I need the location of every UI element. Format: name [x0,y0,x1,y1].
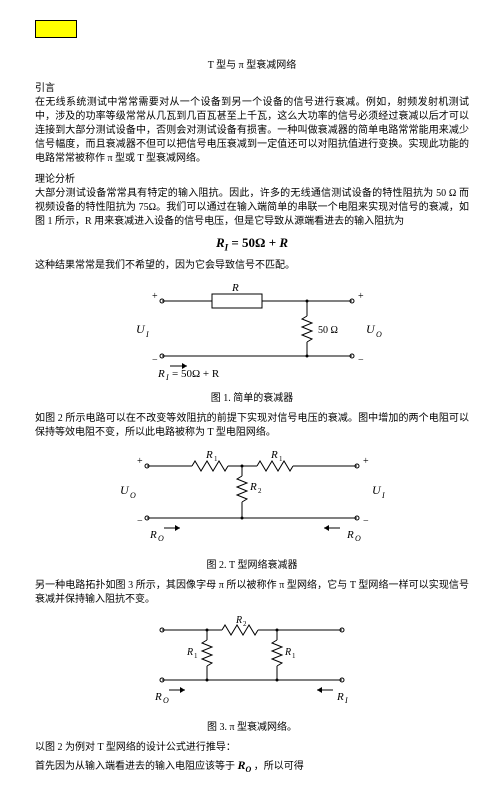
svg-text:O: O [158,534,164,543]
figure-3: R 2 R 1 R 1 R O R I [35,615,469,710]
svg-text:R: R [154,691,162,703]
svg-text:R: R [186,647,193,658]
design-intro: 以图 2 为例对 T 型网络的设计公式进行推导： [35,741,469,755]
svg-text:−: − [137,516,143,527]
svg-text:+: + [137,456,143,467]
svg-text:= 50Ω + R: = 50Ω + R [172,368,220,380]
svg-text:I: I [145,330,149,339]
svg-text:R: R [284,647,291,658]
figure-3-caption: 图 3. π 型衰减网络。 [35,718,469,733]
svg-text:+: + [358,291,364,302]
svg-text:−: − [358,355,364,366]
figure-2-caption: 图 2. T 型网络衰减器 [35,556,469,571]
svg-text:+: + [152,291,158,302]
svg-text:R: R [149,529,157,541]
svg-text:U: U [136,322,146,336]
intro-paragraph: 在无线系统测试中常常需要对从一个设备到另一个设备的信号进行衰减。例如，射频发射机… [35,96,469,166]
svg-text:R: R [249,481,257,493]
highlight-box [35,20,77,38]
figure-2: + − + − R 1 R 1 R 2 U O U I R O R O [35,448,469,548]
svg-text:U: U [366,322,376,336]
fig3-intro-text: 另一种电路拓扑如图 3 所示，其因像字母 π 所以被称作 π 型网络，它与 T … [35,579,469,607]
svg-text:R: R [157,368,165,380]
svg-text:1: 1 [214,455,218,463]
intro-heading: 引言 [35,79,469,94]
svg-text:R: R [346,529,354,541]
svg-text:O: O [163,696,169,705]
after-formula-text: 这种结果常常是我们不希望的，因为它会导致信号不匹配。 [35,259,469,273]
svg-text:R: R [235,615,242,626]
figure-1: + − + − R 50 Ω U I U O R I = 50Ω + R [35,281,469,381]
formula-1: RI = 50Ω + R [35,235,469,253]
svg-text:R: R [270,449,278,461]
svg-text:−: − [363,516,369,527]
svg-text:I: I [344,696,348,705]
design-text: 首先因为从输入端看进去的输入电阻应该等于 RO ，所以可得 [35,757,469,775]
svg-text:O: O [376,330,382,339]
svg-text:50 Ω: 50 Ω [318,325,338,336]
theory-heading: 理论分析 [35,170,469,185]
svg-text:R: R [336,691,344,703]
svg-text:I: I [381,491,385,500]
svg-text:+: + [363,456,369,467]
svg-text:I: I [165,373,169,381]
svg-text:R: R [205,449,213,461]
theory-paragraph: 大部分测试设备常常具有特定的输入阻抗。因此，许多的无线通信测试设备的特性阻抗为 … [35,187,469,229]
svg-text:1: 1 [279,455,283,463]
svg-text:O: O [130,491,136,500]
figure-1-caption: 图 1. 简单的衰减器 [35,389,469,404]
svg-text:1: 1 [292,652,296,660]
document-title: T 型与 π 型衰减网络 [35,56,469,71]
fig2-intro-text: 如图 2 所示电路可以在不改变等效阻抗的前提下实现对信号电压的衰减。图中增加的两… [35,412,469,440]
svg-text:O: O [355,534,361,543]
svg-text:2: 2 [258,487,262,495]
svg-text:U: U [372,483,382,497]
svg-text:1: 1 [194,652,198,660]
svg-text:−: − [152,355,158,366]
svg-text:U: U [120,483,130,497]
svg-text:R: R [231,282,239,294]
svg-text:2: 2 [243,620,247,628]
